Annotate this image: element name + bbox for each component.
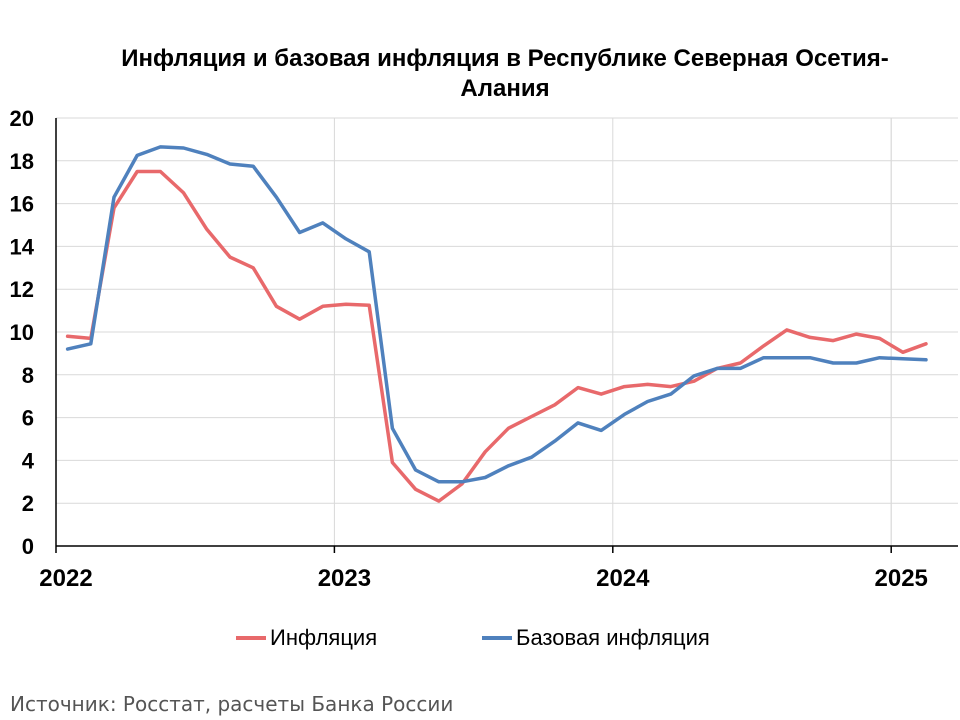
y-tick-label: 18 xyxy=(10,149,34,174)
x-tick-label: 2024 xyxy=(596,565,650,592)
y-tick-label: 10 xyxy=(10,320,34,345)
legend-item-inflation: Инфляция xyxy=(236,624,377,652)
legend-label-inflation: Инфляция xyxy=(270,625,378,650)
legend-swatch-inflation xyxy=(236,636,266,640)
x-tick-label: 2023 xyxy=(318,565,371,592)
series-line-core-inflation xyxy=(65,145,928,484)
x-tick-label: 2025 xyxy=(875,565,928,592)
y-tick-label: 12 xyxy=(10,277,34,302)
y-tick-label: 2 xyxy=(22,491,34,516)
x-tick-label: 2022 xyxy=(39,565,92,592)
y-tick-label: 20 xyxy=(10,106,34,131)
y-tick-label: 6 xyxy=(22,406,34,431)
legend-label-core-inflation: Базовая инфляция xyxy=(516,625,710,650)
y-tick-label: 16 xyxy=(10,192,34,217)
chart-title: Инфляция и базовая инфляция в Республике… xyxy=(121,45,889,102)
y-tick-label: 14 xyxy=(10,234,35,259)
y-tick-label: 4 xyxy=(22,448,35,473)
line-chart: 0 2 4 6 8 10 12 14 16 18 20 2022 2023 2024 2025 xyxy=(10,106,958,592)
source-note: Источник: Росстат, расчеты Банка России xyxy=(10,692,454,716)
series-line-inflation xyxy=(65,169,928,503)
y-tick-label: 8 xyxy=(22,363,34,388)
legend-swatch-core-inflation xyxy=(482,636,512,640)
y-tick-label: 0 xyxy=(22,534,34,559)
legend-item-core-inflation: Базовая инфляция xyxy=(482,624,710,652)
